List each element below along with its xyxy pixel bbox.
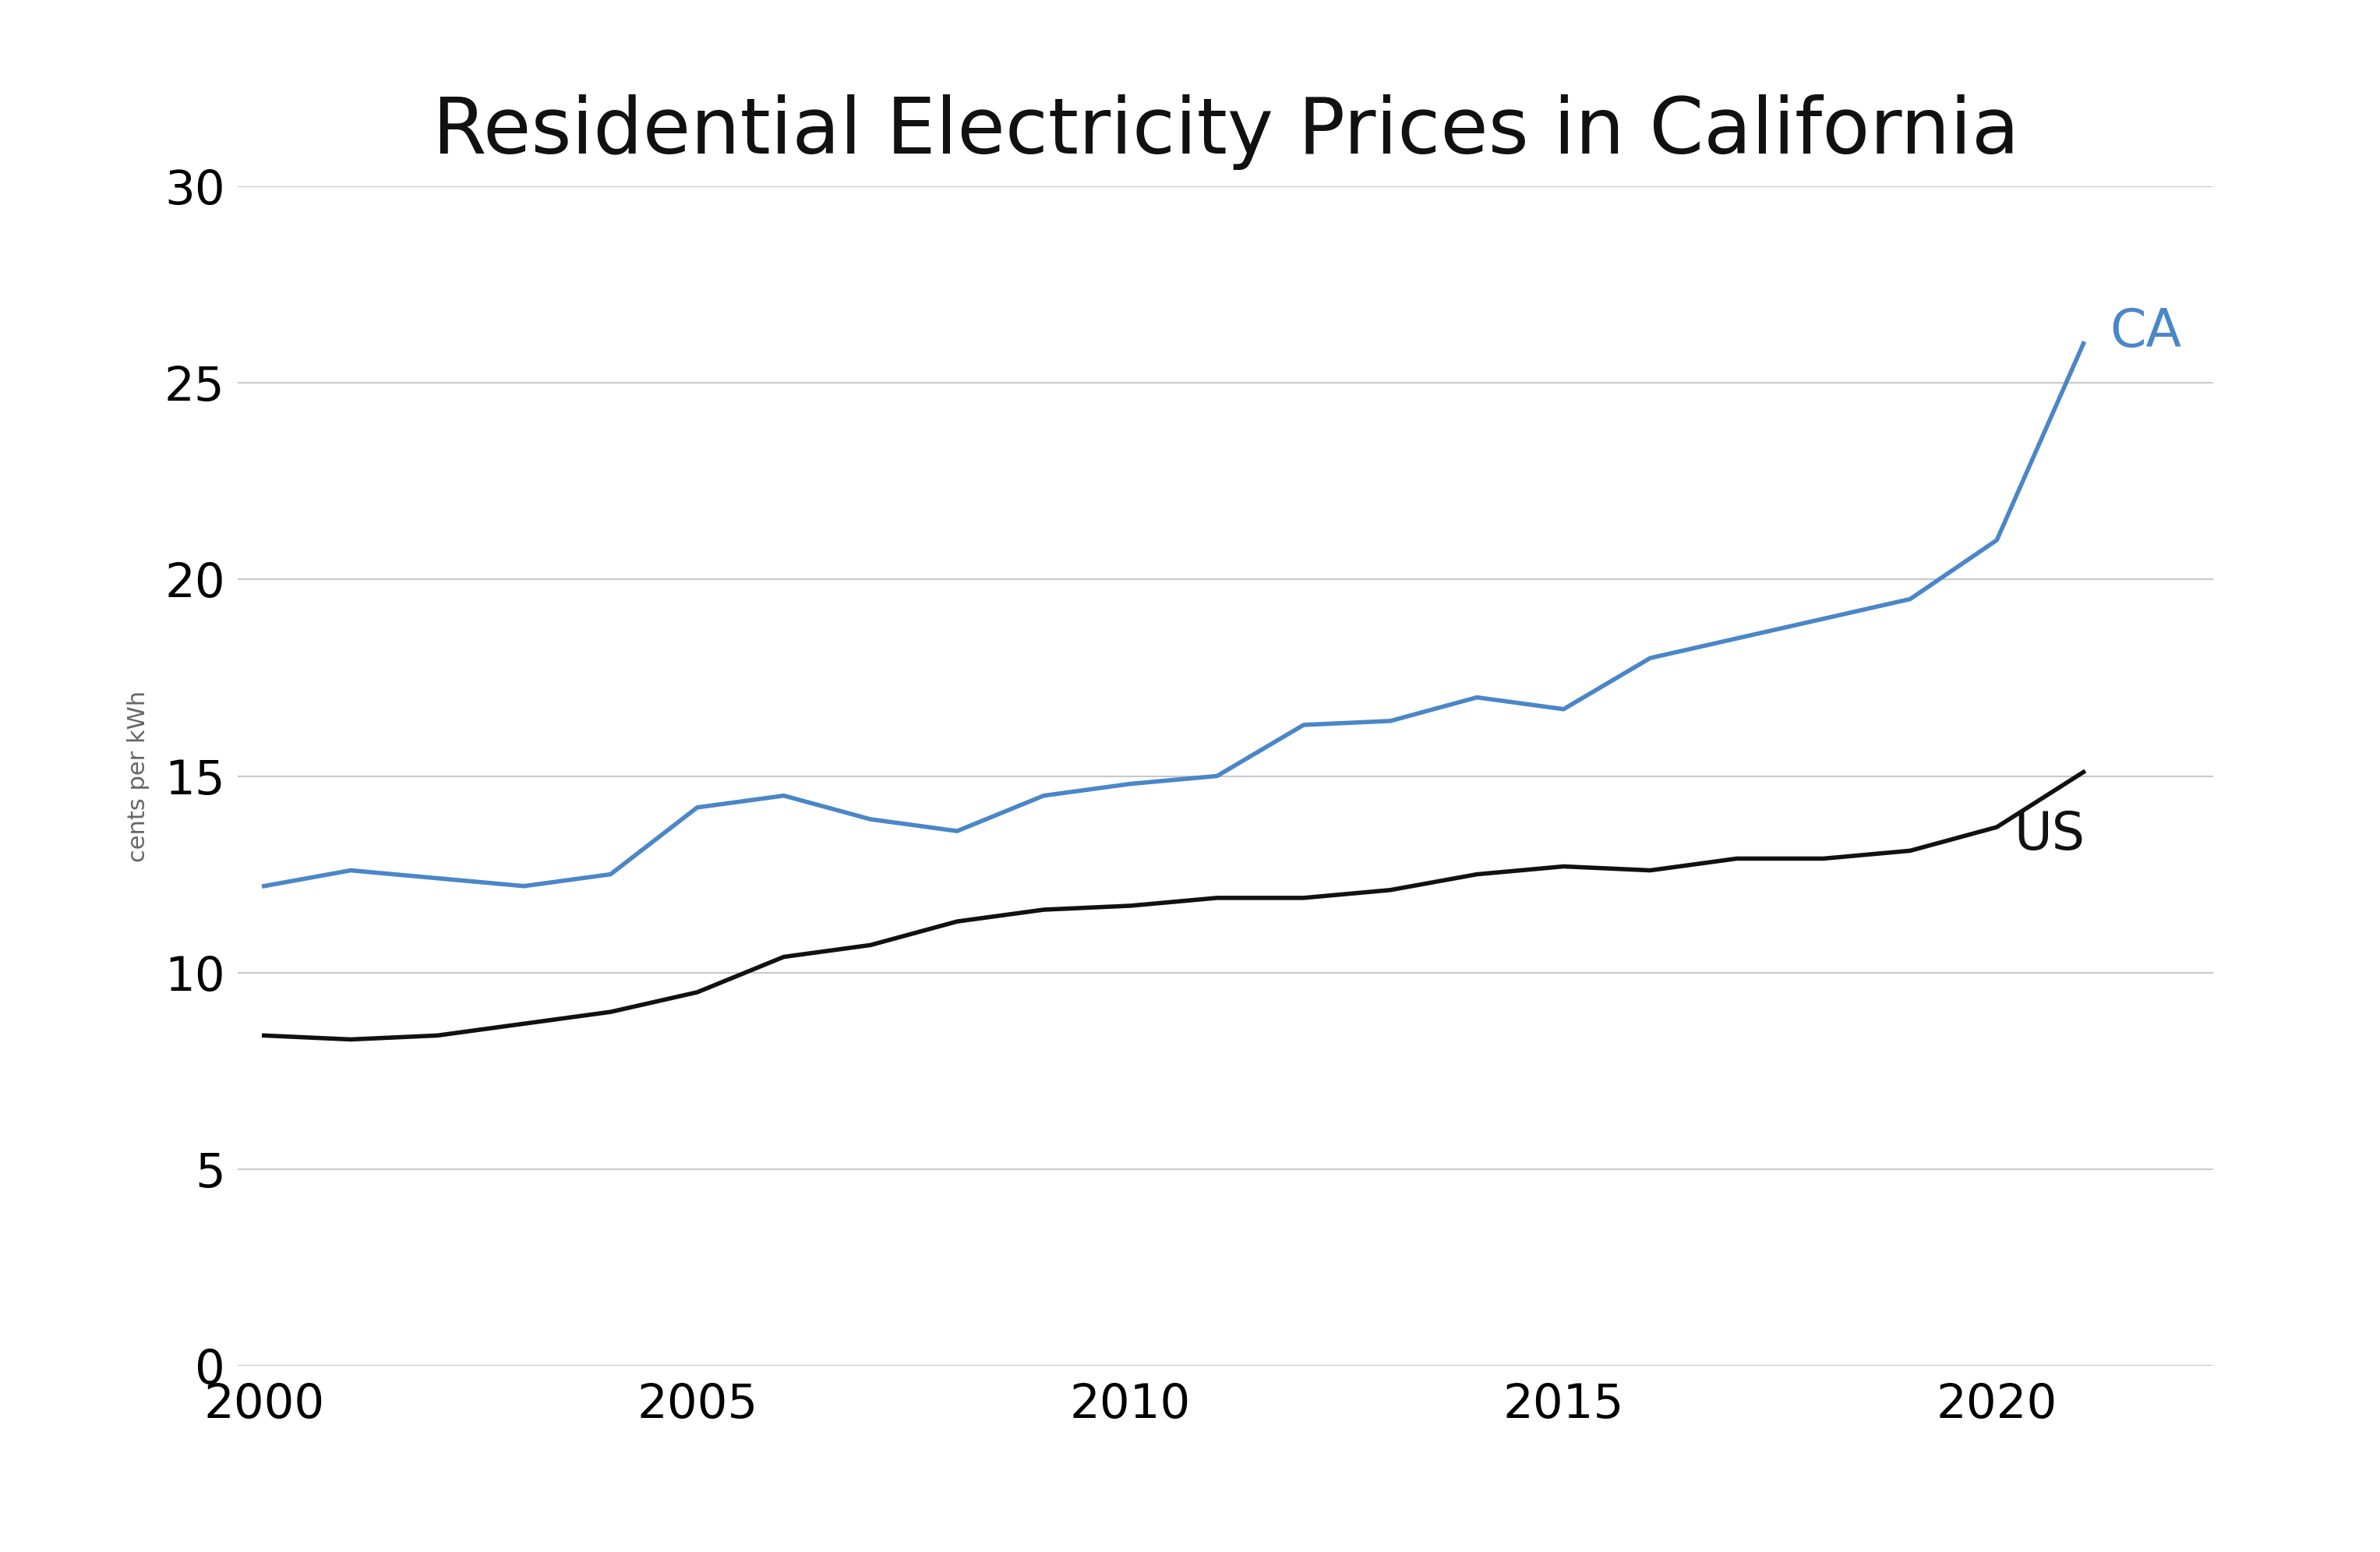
- Title: Residential Electricity Prices in California: Residential Electricity Prices in Califo…: [433, 95, 2018, 171]
- Text: CA: CA: [2109, 306, 2180, 357]
- Y-axis label: cents per kWh: cents per kWh: [126, 691, 150, 861]
- Text: US: US: [2013, 809, 2085, 861]
